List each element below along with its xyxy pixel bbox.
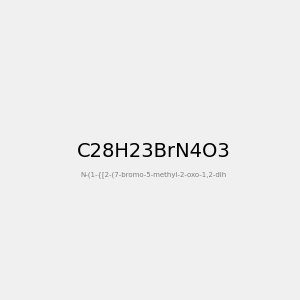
- Text: C28H23BrN4O3: C28H23BrN4O3: [77, 142, 231, 161]
- Text: N-(1-{[2-(7-bromo-5-methyl-2-oxo-1,2-dih: N-(1-{[2-(7-bromo-5-methyl-2-oxo-1,2-dih: [81, 171, 227, 178]
